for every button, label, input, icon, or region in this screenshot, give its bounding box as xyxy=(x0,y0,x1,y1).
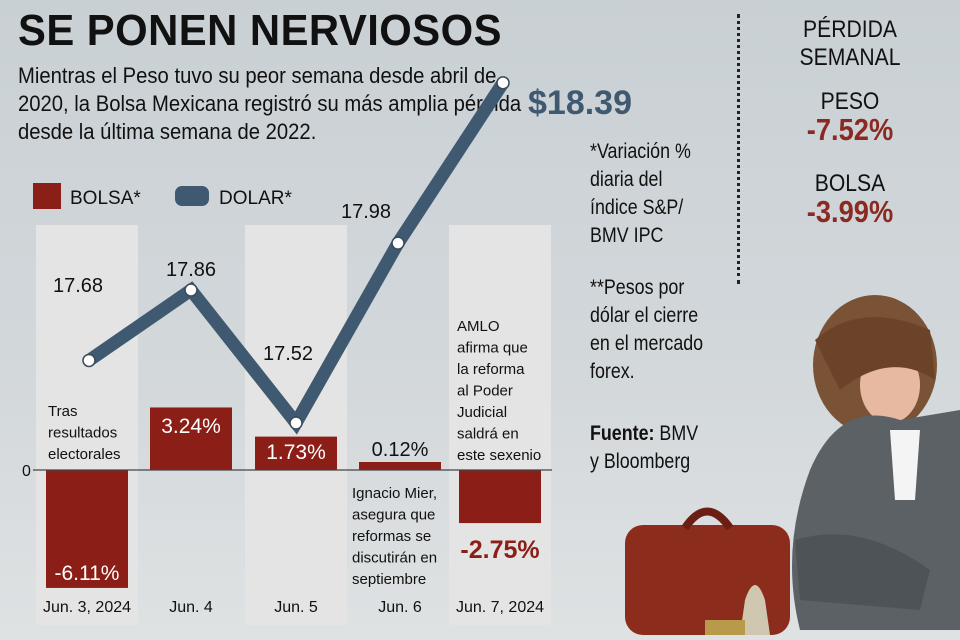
note-variacion: *Variación % diaria del índice S&P/ BMV … xyxy=(590,140,691,247)
note-pesos: **Pesos por dólar el cierre en el mercad… xyxy=(590,276,704,383)
legs-shape xyxy=(795,534,930,610)
point-label: 17.86 xyxy=(166,259,216,281)
legend-dolar-label: DOLAR* xyxy=(219,188,292,209)
annotation-line: septiembre xyxy=(352,571,426,588)
peso-loss: PESO -7.52% xyxy=(780,88,921,147)
annotation-line: AMLO xyxy=(457,318,500,335)
point-label: 17.68 xyxy=(53,275,103,297)
peso-label: PESO xyxy=(820,88,880,115)
bar-bolsa xyxy=(359,462,441,470)
bar-label: -2.75% xyxy=(460,536,539,564)
annotation-line: discutirán en xyxy=(352,550,437,567)
annotation-line: asegura que xyxy=(352,507,435,524)
page-title: SE PONEN NERVIOSOS xyxy=(18,6,502,55)
briefcase-handle xyxy=(681,507,734,531)
bar-label: 3.24% xyxy=(161,415,221,438)
illustration-worried-woman xyxy=(625,295,960,635)
bolsa-label: BOLSA xyxy=(814,170,886,197)
point-dolar xyxy=(82,353,96,368)
source: Fuente: BMV y Bloomberg xyxy=(590,420,709,476)
shirt-shape xyxy=(890,430,920,500)
hair-front xyxy=(815,317,935,390)
annotation-line: este sexenio xyxy=(457,447,541,464)
legend-dolar-swatch xyxy=(175,186,209,206)
point-label: 17.52 xyxy=(263,343,313,365)
annotation: AMLO afirma que la reforma al Poder Judicial… xyxy=(457,318,541,464)
source-label: Fuente: xyxy=(590,422,655,445)
annotation-line: reformas se xyxy=(352,528,431,545)
annotation-line: al Poder xyxy=(457,383,513,400)
zero-label: 0 xyxy=(22,463,31,480)
annotation-line: saldrá en xyxy=(457,426,519,443)
annotation-line: electorales xyxy=(48,446,121,463)
bolsa-value: -3.99% xyxy=(806,194,894,229)
x-tick-label: Jun. 7, 2024 xyxy=(456,599,544,616)
legend-bolsa-swatch xyxy=(33,183,61,209)
x-tick-label: Jun. 3, 2024 xyxy=(43,599,131,616)
bolsa-loss: BOLSA -3.99% xyxy=(780,170,921,229)
annotation: Ignacio Mier, asegura que reformas se discu… xyxy=(352,485,437,588)
weekly-loss-title-2: SEMANAL xyxy=(799,44,901,71)
x-tick-label: Jun. 5 xyxy=(274,599,318,616)
annotation-line: resultados xyxy=(48,425,117,442)
point-dolar xyxy=(184,283,198,297)
annotation-line: afirma que xyxy=(457,340,528,357)
bar-label: 0.12% xyxy=(372,439,429,461)
point-label: $18.39 xyxy=(528,84,632,122)
annotation-line: Ignacio Mier, xyxy=(352,485,437,502)
x-tick-label: Jun. 4 xyxy=(169,599,213,616)
point-label: 17.98 xyxy=(341,201,391,223)
point-dolar xyxy=(289,416,303,430)
peso-value: -7.52% xyxy=(806,112,894,147)
source-text: BMV y Bloomberg xyxy=(590,422,699,473)
bar-bolsa xyxy=(46,470,128,588)
x-tick-label: Jun. 6 xyxy=(378,599,422,616)
point-dolar xyxy=(391,236,405,250)
column-band xyxy=(449,225,551,625)
bar-label: 1.73% xyxy=(266,441,326,464)
coins-icon xyxy=(705,620,745,635)
weekly-loss-title-1: PÉRDIDA xyxy=(803,16,897,43)
bar-bolsa xyxy=(150,407,232,470)
bar-label: -6.11% xyxy=(55,562,120,585)
divider xyxy=(737,14,740,284)
annotation-line: Judicial xyxy=(457,404,507,421)
annotation-line: la reforma xyxy=(457,361,525,378)
money-bag-icon xyxy=(740,585,770,635)
bar-bolsa xyxy=(255,436,337,470)
annotation-line: Tras xyxy=(48,403,77,420)
legend-bolsa-label: BOLSA* xyxy=(70,188,141,209)
bar-bolsa xyxy=(459,470,541,524)
weekly-loss-title: PÉRDIDA SEMANAL xyxy=(780,16,921,72)
annotation: Tras resultados electorales xyxy=(48,403,121,463)
point-dolar xyxy=(496,76,510,90)
subtitle: Mientras el Peso tuvo su peor semana des… xyxy=(18,63,522,144)
